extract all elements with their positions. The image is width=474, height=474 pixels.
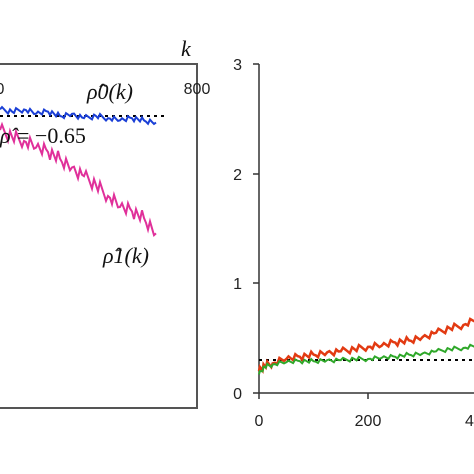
right-y-tick-1: 1 — [233, 276, 242, 293]
right-series-green-line — [258, 343, 474, 375]
right-y-tick-2: 2 — [233, 167, 242, 184]
left-series-rho1-line — [0, 121, 157, 238]
left-series-label-rho1: ρ̂1(k) — [102, 243, 149, 268]
right-series-red-line — [257, 317, 474, 375]
right-x-tick-0: 0 — [255, 413, 264, 430]
left-x-tick-0: 0 — [0, 81, 5, 98]
left-x-axis-label: k — [181, 36, 192, 61]
left-x-tick-800: 800 — [184, 81, 211, 98]
left-panel-frame — [0, 63, 198, 409]
right-y-tick-3: 3 — [233, 57, 242, 74]
right-x-tick-200: 200 — [355, 413, 382, 430]
right-panel: 0 1 2 3 0 200 4 — [233, 57, 474, 430]
left-series-label-rho0: ρ̂0(k) — [86, 79, 133, 104]
left-series-rho0-line — [0, 105, 157, 126]
right-y-tick-0: 0 — [233, 386, 242, 403]
left-reference-label-value: = −0.65 — [17, 123, 86, 148]
left-panel: k 0 800 ρ̂0(k) ρ̂1(k) ρ̂ = −0.65 — [0, 36, 211, 409]
right-x-tick-cropped: 4 — [465, 413, 474, 430]
